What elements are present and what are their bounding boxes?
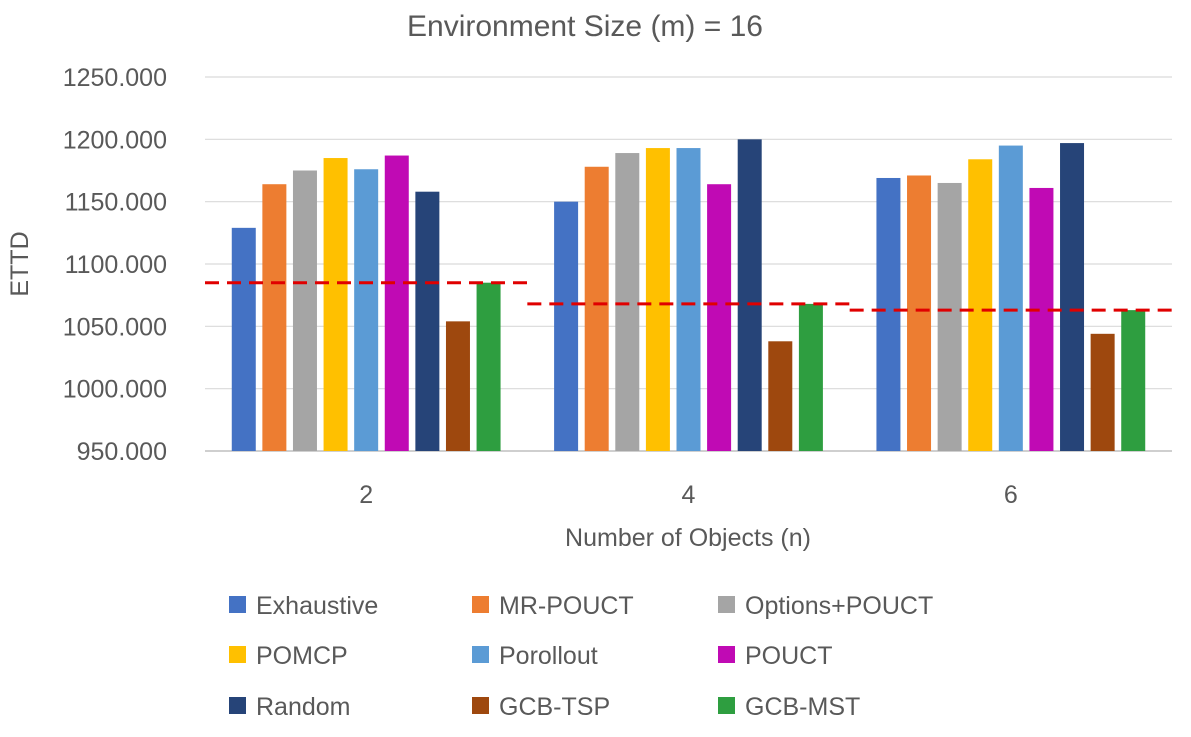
bar-random-n2 (415, 191, 440, 451)
legend-item-exhaustive: Exhaustive (229, 592, 378, 620)
legend: Exhaustive MR-POUCT Options+POUCT POMCP Poro… (229, 592, 933, 721)
bars (231, 139, 1146, 452)
chart-title: Environment Size (m) = 16 (407, 10, 763, 43)
bar-pomcp-n2 (323, 158, 348, 452)
bar-gcb-tsp-n2 (445, 321, 470, 451)
bar-exhaustive-n4 (554, 201, 579, 451)
legend-item-mr-pouct: MR-POUCT (472, 592, 634, 620)
legend-swatch (718, 697, 735, 714)
bar-mr-pouct-n2 (262, 184, 287, 452)
bar-pomcp-n6 (968, 159, 993, 451)
bar-pomcp-n4 (645, 148, 670, 451)
y-tick-label: 1200.000 (63, 126, 167, 154)
bar-options-pouct-n2 (292, 170, 317, 451)
legend-swatch (718, 596, 735, 613)
bar-options-pouct-n6 (937, 182, 962, 451)
legend-swatch (472, 646, 489, 663)
x-tick-labels: 2 4 6 (359, 481, 1018, 509)
legend-label: Exhaustive (256, 592, 378, 620)
bar-random-n6 (1060, 143, 1085, 451)
y-tick-label: 1250.000 (63, 64, 167, 92)
bar-exhaustive-n6 (876, 177, 901, 452)
legend-swatch (718, 646, 735, 663)
y-tick-label: 1050.000 (63, 313, 167, 341)
y-tick-labels: 950.000 1000.000 1050.000 1100.000 1150.000 1… (63, 64, 167, 466)
bar-porollout-n4 (676, 148, 701, 451)
legend-item-pomcp: POMCP (229, 642, 348, 670)
y-tick-label: 1000.000 (63, 376, 167, 404)
legend-item-options-pouct: Options+POUCT (718, 592, 933, 620)
legend-swatch (229, 646, 246, 663)
legend-swatch (229, 697, 246, 714)
legend-item-porollout: Porollout (472, 642, 598, 670)
legend-item-gcb-tsp: GCB-TSP (472, 693, 610, 721)
legend-item-gcb-mst: GCB-MST (718, 693, 860, 721)
bar-pouct-n6 (1029, 187, 1054, 451)
bar-gcb-mst-n2 (476, 282, 501, 451)
x-tick-label: 6 (1004, 481, 1018, 509)
bar-gcb-tsp-n6 (1090, 333, 1115, 451)
bar-pouct-n2 (384, 155, 409, 452)
legend-label: Options+POUCT (745, 592, 933, 620)
bar-pouct-n4 (707, 184, 732, 452)
legend-swatch (472, 596, 489, 613)
legend-label: Random (256, 693, 351, 721)
x-tick-label: 4 (682, 481, 696, 509)
bar-mr-pouct-n6 (907, 175, 932, 451)
legend-label: MR-POUCT (499, 592, 634, 620)
legend-item-random: Random (229, 693, 351, 721)
bar-random-n4 (737, 139, 762, 452)
legend-label: Porollout (499, 642, 598, 670)
legend-label: POUCT (745, 642, 833, 670)
bar-exhaustive-n2 (231, 227, 256, 451)
x-axis-title: Number of Objects (n) (565, 524, 811, 552)
y-tick-label: 1150.000 (65, 189, 167, 217)
legend-swatch (472, 697, 489, 714)
legend-swatch (229, 596, 246, 613)
legend-label: GCB-MST (745, 693, 860, 721)
legend-item-pouct: POUCT (718, 642, 833, 670)
y-axis-title: ETTD (6, 231, 34, 296)
y-tick-label: 1100.000 (65, 251, 167, 279)
legend-label: POMCP (256, 642, 348, 670)
bar-gcb-tsp-n4 (768, 341, 793, 451)
bar-porollout-n6 (998, 145, 1023, 452)
y-tick-label: 950.000 (77, 438, 167, 466)
legend-label: GCB-TSP (499, 693, 610, 721)
reference-lines (205, 281, 1172, 312)
bar-porollout-n2 (354, 169, 379, 451)
bar-gcb-mst-n4 (798, 303, 823, 451)
x-tick-label: 2 (359, 481, 373, 509)
bar-mr-pouct-n4 (584, 166, 609, 451)
bar-gcb-mst-n6 (1121, 310, 1146, 451)
bar-options-pouct-n4 (615, 153, 640, 451)
